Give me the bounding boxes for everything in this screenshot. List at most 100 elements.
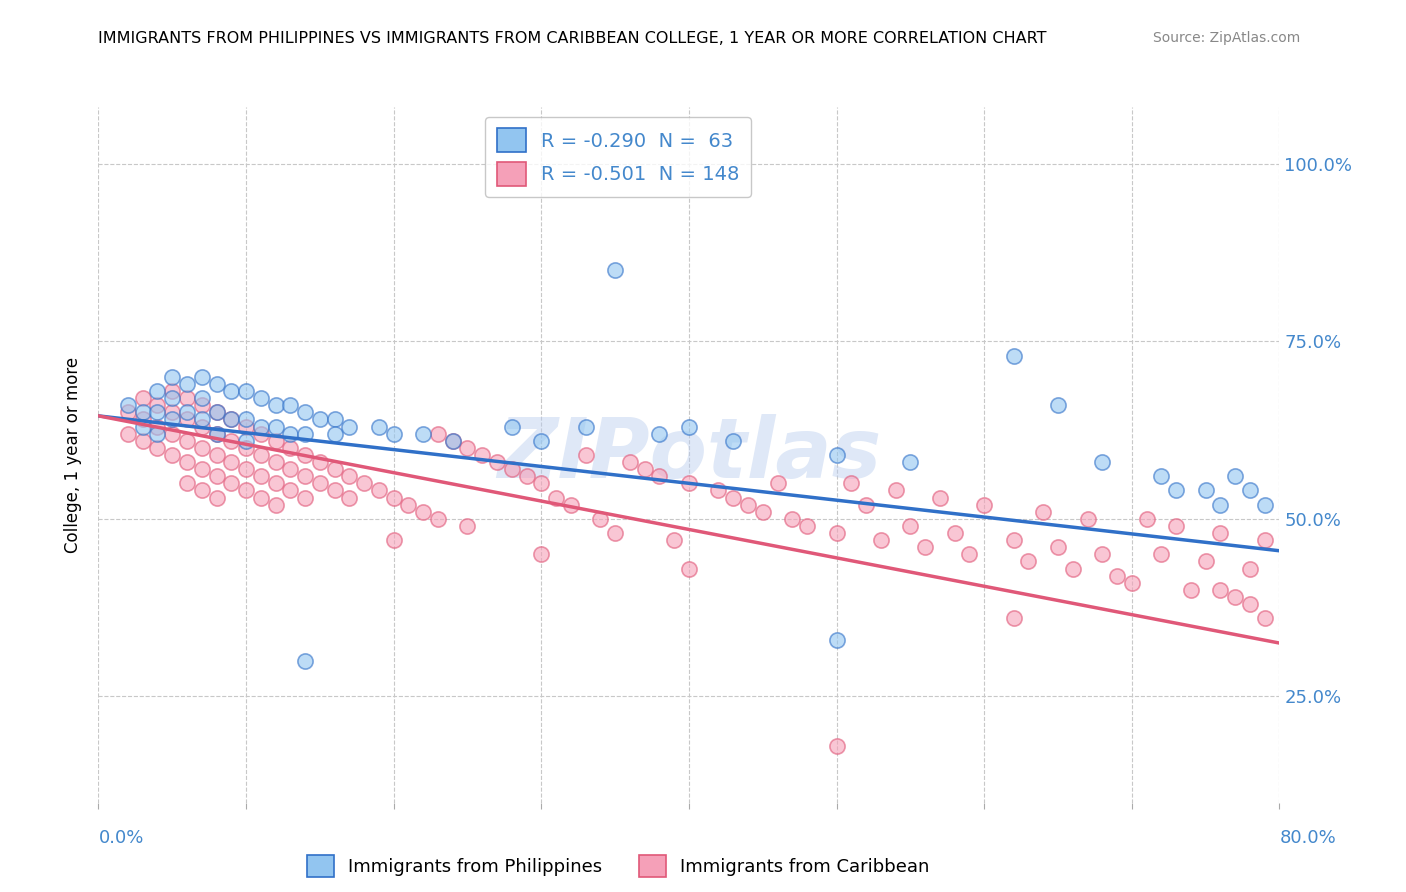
Point [723,434,745,448]
Point [323,412,346,426]
Point [1254,533,1277,548]
Point [339,469,360,483]
Point [368,419,391,434]
Point [278,441,302,455]
Point [633,462,655,476]
Point [117,426,139,441]
Point [146,441,169,455]
Point [132,434,155,448]
Point [205,426,228,441]
Point [250,469,273,483]
Point [264,498,287,512]
Point [943,526,966,541]
Point [1223,469,1246,483]
Point [1002,349,1025,363]
Point [309,476,332,491]
Point [605,263,627,277]
Point [264,398,287,412]
Point [959,547,981,561]
Point [884,483,907,498]
Point [678,561,700,575]
Point [1254,611,1277,625]
Point [678,419,700,434]
Point [737,498,759,512]
Point [191,462,214,476]
Point [176,455,198,469]
Point [1091,547,1114,561]
Point [132,391,155,405]
Point [146,419,169,434]
Point [117,405,139,419]
Point [162,412,183,426]
Point [825,632,848,647]
Point [176,412,198,426]
Point [132,412,155,426]
Point [235,384,257,398]
Point [323,483,346,498]
Point [235,462,257,476]
Point [530,547,553,561]
Point [1150,547,1173,561]
Point [219,412,242,426]
Point [1223,590,1246,604]
Point [219,455,242,469]
Point [146,426,169,441]
Text: Source: ZipAtlas.com: Source: ZipAtlas.com [1153,31,1301,45]
Point [309,412,332,426]
Point [235,434,257,448]
Point [678,476,700,491]
Point [605,526,627,541]
Point [176,434,198,448]
Point [427,426,450,441]
Point [766,476,789,491]
Point [294,448,316,462]
Point [162,448,183,462]
Point [1239,597,1261,611]
Point [191,369,214,384]
Point [382,491,405,505]
Point [530,476,553,491]
Point [515,469,537,483]
Point [205,376,228,391]
Point [1239,561,1261,575]
Point [664,533,686,548]
Point [648,469,671,483]
Point [162,391,183,405]
Point [825,739,848,753]
Text: ZIPotlas: ZIPotlas [496,415,882,495]
Point [900,455,922,469]
Point [619,455,641,469]
Point [1046,398,1069,412]
Point [1195,554,1218,568]
Point [176,391,198,405]
Point [441,434,464,448]
Y-axis label: College, 1 year or more: College, 1 year or more [65,357,83,553]
Point [427,512,450,526]
Point [928,491,950,505]
Point [825,526,848,541]
Point [869,533,891,548]
Point [486,455,509,469]
Point [723,491,745,505]
Point [191,391,214,405]
Point [1209,526,1232,541]
Point [191,412,214,426]
Point [278,483,302,498]
Point [264,455,287,469]
Point [278,398,302,412]
Point [1062,561,1084,575]
Point [219,384,242,398]
Point [117,398,139,412]
Point [294,405,316,419]
Point [1254,498,1277,512]
Point [560,498,582,512]
Point [841,476,863,491]
Point [796,519,818,533]
Point [574,448,596,462]
Point [309,455,332,469]
Point [176,405,198,419]
Point [855,498,877,512]
Point [1046,540,1069,554]
Point [250,491,273,505]
Point [235,483,257,498]
